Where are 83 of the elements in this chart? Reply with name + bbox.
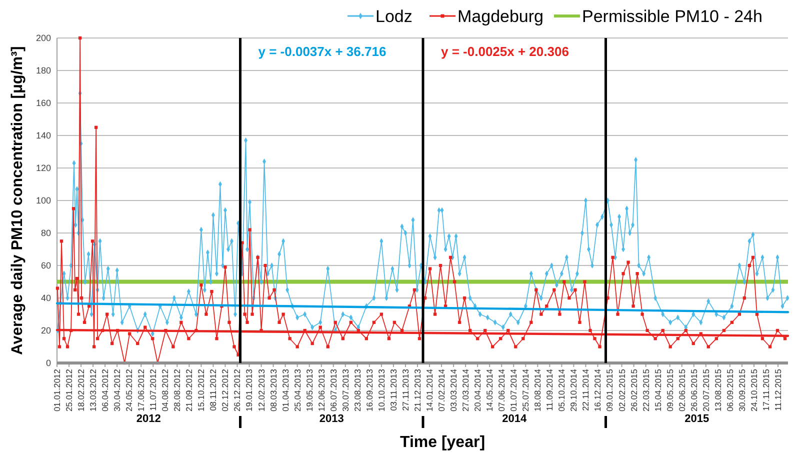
x-tick-label: 23.08.2013 [352,368,362,412]
text: 2015 [684,413,710,425]
x-tick-label: 11.07.2012 [148,368,158,411]
x-tick-label: 12.06.2013 [316,368,326,412]
y-axis-title: Average daily PM10 concentration [μg/m³] [9,46,26,355]
x-tick-label: 08.03.2013 [268,368,278,412]
x-tick-label: 16.09.2013 [364,368,374,412]
x-tick-label: 30.04.2012 [112,368,122,412]
x-tick-label: 21.09.2012 [184,368,194,412]
x-tick-label: 11.09.2014 [544,368,555,411]
x-tick-label: 28.08.2012 [172,368,182,412]
legend-label: Permissible PM10 - 24h [582,7,762,26]
x-tick-label: 01.07.2014 [508,368,519,412]
x-tick-label: 19.01.2013 [244,368,254,412]
x-tick-label: 14.01.2014 [424,368,434,412]
x-tick-label: 15.10.2012 [196,368,206,412]
x-tick-label: 10.10.2013 [376,368,386,412]
y-tick-label: 80 [40,228,51,238]
x-tick-label: 18.08.2014 [532,368,543,412]
x-tick-label: 25.01.2012 [64,368,74,412]
x-tick-label: 03.11.2013 [388,368,398,411]
y-tick-label: 160 [36,98,51,108]
x-tick-label: 01.04.2013 [280,368,290,412]
legend-label: Magdeburg [458,7,544,26]
x-tick-label: 26.02.2015 [628,368,639,412]
x-tick-label: 09.05.2015 [664,368,675,412]
text: y = -0.0037x + 36.716 [258,44,386,59]
x-tick-label: 06.09.2015 [724,368,735,412]
x-tick-label: 04.08.2012 [160,368,170,412]
x-tick-label: 16.12.2014 [592,368,603,412]
x-tick-label: 14.05.2014 [484,368,495,412]
x-tick-label: 27.11.2013 [400,368,410,411]
x-tick-label: 29.10.2014 [568,368,579,412]
x-tick-label: 30.09.2015 [736,368,747,412]
x-tick-label: 30.07.2013 [340,368,350,412]
x-tick-label: 18.02.2012 [76,368,86,412]
x-tick-label: 25.04.2013 [292,368,302,412]
x-tick-label: 09.01.2015 [604,368,615,412]
x-tick-label: 07.02.2014 [436,368,446,412]
y-tick-label: 200 [36,33,51,44]
y-tick-label: 180 [36,66,51,76]
y-tick-label: 40 [40,293,51,304]
text: 2014 [502,413,528,425]
x-tick-label: 17.11.2015 [760,368,771,411]
x-tick-label: 17.06.2012 [136,368,146,412]
x-tick-label: 27.03.2014 [460,368,471,412]
x-tick-label: 15.04.2015 [652,368,663,412]
x-tick-label: 06.07.2013 [328,368,338,412]
x-tick-label: 01.01.2012 [52,368,62,412]
x-tick-label: 22.03.2015 [640,368,651,412]
x-tick-label: 19.05.2013 [304,368,314,412]
x-tick-label: 07.06.2014 [496,368,507,412]
y-tick-label: 20 [40,326,51,336]
x-tick-label: 02.12.2012 [220,368,230,412]
y-tick-label: 120 [36,163,51,174]
x-tick-label: 05.10.2014 [556,368,567,412]
x-tick-label: 13.03.2012 [88,368,98,412]
legend-label: Lodz [376,7,412,26]
text: 2013 [319,413,344,425]
x-tick-label: 03.03.2014 [448,368,459,412]
x-tick-label: 26.12.2012 [232,368,242,412]
x-tick-label: 25.07.2014 [520,368,531,412]
y-tick-label: 0 [46,358,51,368]
x-tick-label: 13.08.2015 [712,368,723,412]
text: y = -0.0025x + 20.306 [441,44,569,59]
text: 2012 [136,413,161,425]
x-tick-label: 06.04.2012 [100,368,110,412]
x-tick-label: 22.11.2014 [580,368,591,411]
x-tick-label: 21.12.2013 [412,368,422,412]
x-tick-label: 24.05.2012 [124,368,134,412]
x-tick-label: 26.06.2015 [688,368,699,412]
x-tick-label: 11.12.2015 [772,368,783,411]
x-tick-label: 02.02.2015 [616,368,627,412]
x-tick-label: 02.06.2015 [676,368,687,412]
x-tick-label: 20.04.2014 [472,368,483,412]
x-tick-label: 20.07.2015 [700,368,711,412]
x-tick-label: 08.11.2012 [208,368,218,411]
x-tick-label: 24.10.2015 [748,368,759,412]
x-tick-label: 12.02.2013 [256,368,266,412]
x-axis-title: Time [year] [400,434,486,451]
y-tick-label: 140 [36,130,51,141]
y-tick-label: 60 [40,260,51,271]
y-tick-label: 100 [36,196,51,206]
